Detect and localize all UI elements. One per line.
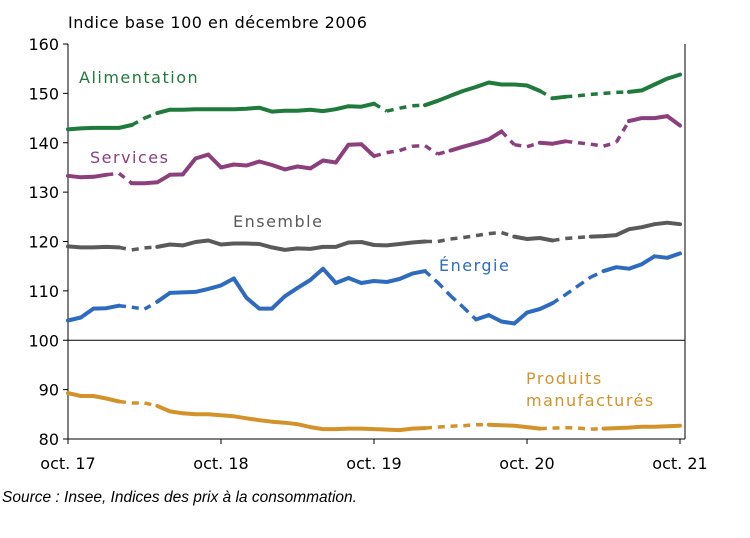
series-line-dashed: [118, 399, 604, 431]
series-0: [66, 72, 682, 132]
y-tick-label: 100: [28, 331, 59, 350]
series-label-manufactures: manufacturés: [526, 391, 655, 410]
series-line-solid: [66, 72, 682, 132]
chart: Indice base 100 en décembre 2006 80 90 100…: [28, 13, 707, 473]
x-tick-label: oct. 18: [193, 454, 248, 473]
series-line-solid: [66, 251, 682, 326]
x-tick-label: oct. 19: [346, 454, 401, 473]
x-tick-label: oct. 17: [40, 454, 95, 473]
series-label-alimentation: Alimentation: [79, 68, 199, 87]
y-tick-label: 140: [28, 134, 59, 153]
series-label-ensemble: Ensemble: [233, 212, 323, 231]
y-tick-label: 80: [39, 430, 59, 449]
series-2: [66, 220, 682, 252]
series-line-dashed: [118, 269, 605, 321]
series-label-produits: Produits: [526, 369, 603, 388]
series-label-services: Services: [90, 148, 169, 167]
y-tick-label: 120: [28, 233, 59, 252]
series-3: [66, 251, 682, 326]
y-tick-label: 130: [28, 183, 59, 202]
y-axis-title: Indice base 100 en décembre 2006: [68, 13, 367, 32]
y-tick-label: 160: [28, 35, 59, 54]
x-tick-label: oct. 21: [652, 454, 707, 473]
x-tick-label: oct. 20: [499, 454, 554, 473]
series-1: [66, 114, 682, 186]
source-note: Source : Insee, Indices des prix à la co…: [2, 489, 357, 506]
y-tick-label: 90: [39, 381, 59, 400]
series-line-solid: [66, 391, 682, 433]
y-tick-label: 150: [28, 84, 59, 103]
series-line-dashed: [130, 89, 630, 127]
series-line-dashed: [118, 230, 591, 252]
series-line-solid: [66, 114, 682, 186]
series-label-energie: Énergie: [439, 256, 510, 275]
series-4: [66, 391, 682, 433]
y-tick-label: 110: [28, 282, 59, 301]
series-line-solid: [66, 220, 682, 252]
series-line-dashed: [106, 120, 631, 185]
series-label-produits-manufactures: Produits manufacturés: [526, 369, 655, 410]
